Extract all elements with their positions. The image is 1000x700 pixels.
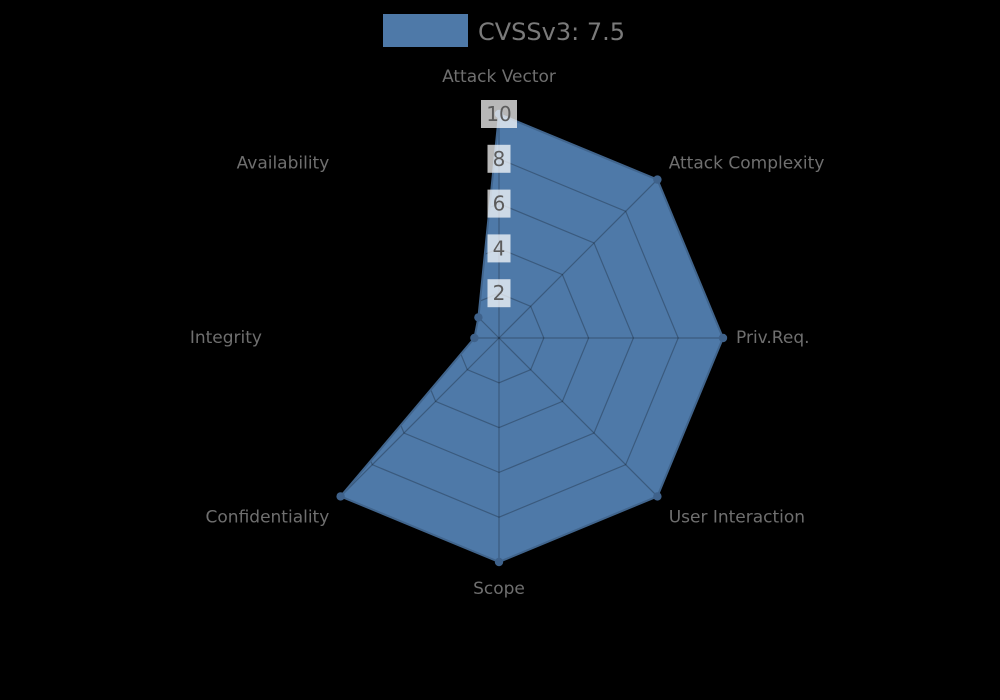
legend-label: CVSSv3: 7.5: [478, 18, 625, 46]
axis-label-attack-vector: Attack Vector: [442, 67, 556, 87]
axis-label-user-interaction: User Interaction: [669, 508, 805, 528]
vertex-marker: [474, 313, 483, 322]
vertex-marker: [470, 333, 479, 343]
vertex-marker: [653, 492, 662, 501]
legend: CVSSv3: 7.5: [383, 14, 625, 47]
grid-spoke: [340, 337, 500, 497]
tick-label: 4: [493, 236, 506, 260]
grid-ring: [408, 247, 590, 429]
vertex-marker: [718, 333, 728, 343]
tick-label: 8: [493, 147, 506, 171]
radar-plot-area: 2 4 6 8 10 Attack Vector Attack Complexity Priv…: [190, 67, 825, 599]
grid-ring: [453, 292, 545, 384]
radar-fill-area: [340, 114, 723, 562]
legend-swatch: [383, 14, 468, 47]
axis-label-priv-req: Priv.Req.: [736, 328, 810, 348]
tick-label: 2: [493, 281, 506, 305]
axis-label-confidentiality: Confidentiality: [206, 508, 330, 528]
grid-ring: [319, 158, 679, 518]
vertex-marker: [494, 557, 504, 567]
grid-spoke: [498, 179, 658, 339]
vertex-marker: [336, 492, 345, 501]
vertex-marker: [653, 175, 662, 184]
grid-spoke: [498, 337, 658, 497]
grid-spoke: [340, 179, 500, 339]
tick-label: 10: [486, 102, 511, 126]
tick-label: 6: [493, 192, 506, 216]
axis-label-integrity: Integrity: [190, 328, 262, 348]
axis-label-attack-complexity: Attack Complexity: [669, 153, 825, 173]
axis-label-availability: Availability: [237, 153, 330, 173]
tick-label-box: [481, 100, 517, 128]
tick-label-box: [487, 189, 511, 218]
tick-label-box: [487, 144, 511, 173]
grid-ring: [363, 202, 635, 474]
axis-label-scope: Scope: [473, 579, 525, 599]
tick-label-box: [487, 234, 511, 263]
tick-label-box: [487, 279, 511, 308]
